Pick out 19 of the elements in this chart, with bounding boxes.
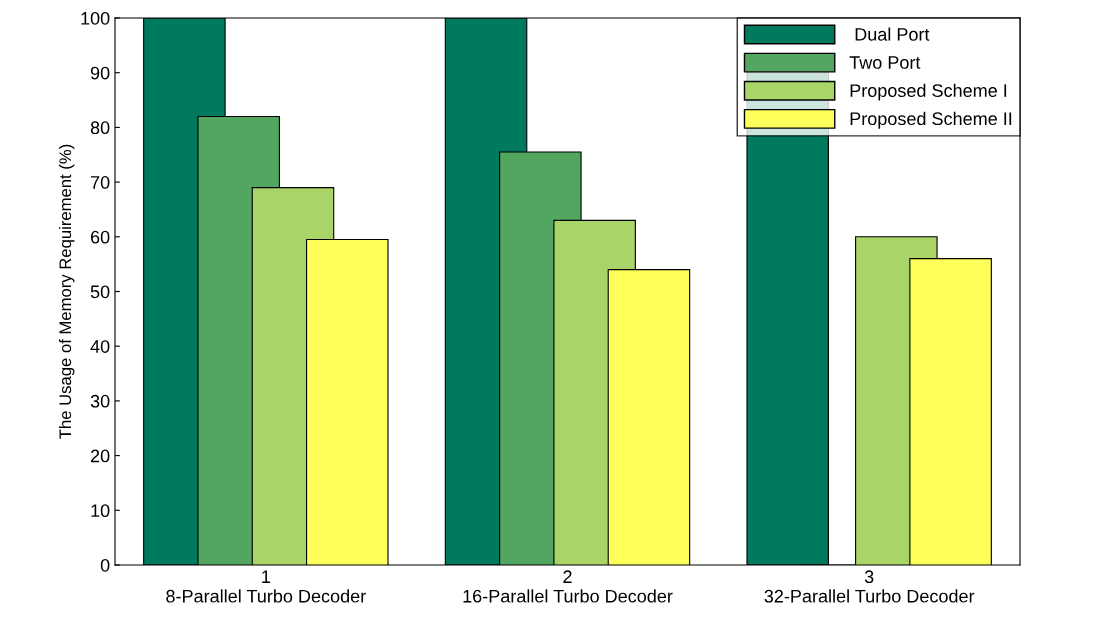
- y-tick-label: 60: [90, 230, 110, 244]
- x-tick-label: 3 32-Parallel Turbo Decoder: [764, 570, 975, 603]
- legend-label: Proposed Scheme I: [850, 83, 1007, 101]
- y-tick-label: 90: [90, 66, 110, 80]
- y-tick-label: 70: [90, 176, 110, 189]
- legend-label: Dual Port: [855, 27, 930, 41]
- y-tick-label: 50: [90, 285, 110, 299]
- y-tick-label: 30: [90, 394, 110, 408]
- legend-label: Two Port: [849, 56, 921, 69]
- y-tick-label: 10: [91, 504, 110, 518]
- y-axis-title: The Usage of Memory Requirement (%): [58, 144, 75, 439]
- y-tick-label: 100: [81, 11, 110, 25]
- x-tick-label: 2 16-Parallel Turbo Decoder: [463, 570, 673, 603]
- y-tick-label: 80: [90, 121, 110, 135]
- y-tick-label: 0: [100, 558, 110, 572]
- y-tick-label: 20: [90, 449, 110, 463]
- x-tick-label: 1 8-Parallel Turbo Decoder: [166, 570, 366, 603]
- y-tick-label: 40: [90, 340, 110, 353]
- legend-label: Proposed Scheme II: [850, 111, 1012, 129]
